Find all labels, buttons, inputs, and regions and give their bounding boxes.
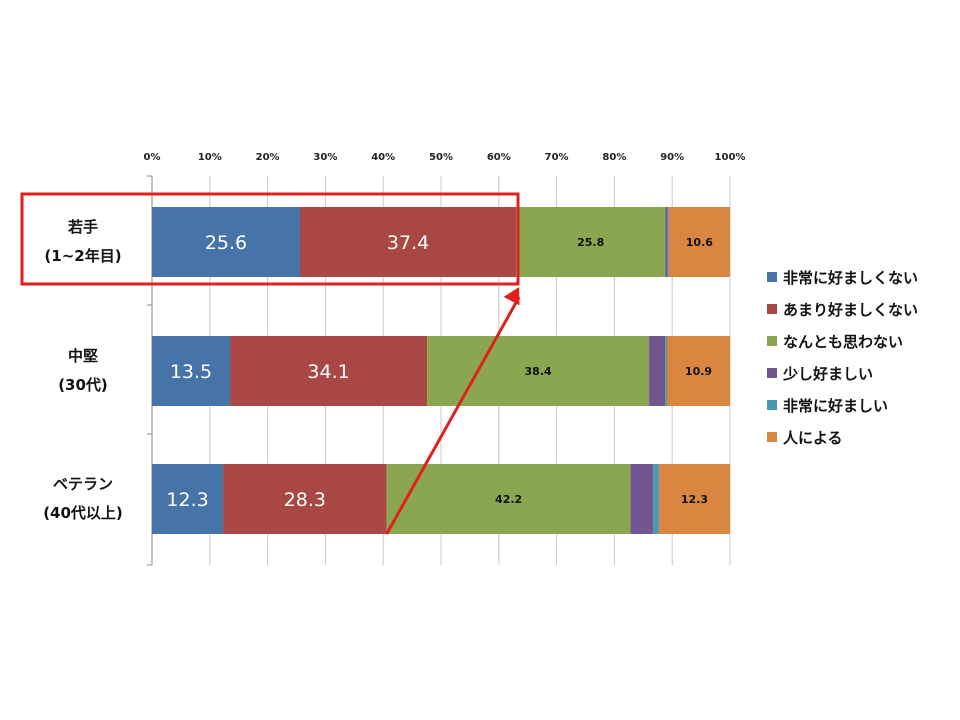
bar-segment <box>658 464 730 534</box>
data-label: 10.9 <box>685 365 712 378</box>
bar-segment <box>665 336 667 406</box>
arrow-line <box>385 296 521 535</box>
bar-segment <box>649 336 666 406</box>
tick-label: 20% <box>256 152 280 163</box>
data-label: 12.3 <box>166 489 208 511</box>
category-label: (1~2年目) <box>44 247 121 265</box>
bar-segment <box>223 464 387 534</box>
tick-label: 40% <box>371 152 395 163</box>
bar-segment <box>516 207 666 277</box>
category-label: (30代) <box>58 376 108 394</box>
category-label: 中堅 <box>68 347 98 365</box>
bars: 25.6 37.4 25.8 10.6 13.5 34.1 38.4 10.9 12.3 28.3… <box>152 207 730 534</box>
tick-label: 0% <box>144 152 161 163</box>
legend-swatch <box>767 336 777 346</box>
tick-label: 60% <box>487 152 511 163</box>
bar-segment <box>152 207 300 277</box>
legend-label: なんとも思わない <box>783 333 903 351</box>
data-label: 13.5 <box>170 361 212 383</box>
legend-label: 少し好ましい <box>782 365 873 383</box>
data-label: 10.6 <box>686 236 713 249</box>
data-label: 37.4 <box>387 232 429 254</box>
x-axis-ticks: 0% 10% 20% 30% 40% 50% 60% 70% 80% 90% 100% <box>144 152 746 163</box>
data-label: 38.4 <box>525 365 552 378</box>
bar-segment <box>665 207 668 277</box>
bar-segment <box>630 464 654 534</box>
bar-segment <box>152 464 224 534</box>
category-label: (40代以上) <box>43 504 123 522</box>
bar-segment <box>653 464 659 534</box>
bar-segment <box>667 207 669 277</box>
bar-segment <box>666 336 730 406</box>
legend-swatch <box>767 272 777 282</box>
category-labels: 若手 (1~2年目) 中堅 (30代) ベテラン (40代以上) <box>43 218 123 522</box>
tick-label: 10% <box>198 152 222 163</box>
arrow-head <box>503 287 520 306</box>
category-label: 若手 <box>67 218 98 236</box>
bar-segment <box>299 207 517 277</box>
data-label: 25.8 <box>577 236 604 249</box>
bar-segment <box>152 336 231 406</box>
legend-label: 人による <box>783 429 843 447</box>
legend-label: あまり好ましくない <box>783 301 918 319</box>
data-label: 25.6 <box>205 232 247 254</box>
tick-label: 70% <box>545 152 569 163</box>
legend-label: 非常に好ましくない <box>783 269 918 287</box>
data-label: 34.1 <box>307 361 349 383</box>
tick-label: 30% <box>313 152 337 163</box>
data-label: 28.3 <box>284 489 326 511</box>
annotations <box>20 192 521 535</box>
data-label: 12.3 <box>681 493 708 506</box>
legend: 非常に好ましくないあまり好ましくないなんとも思わない少し好ましい非常に好ましい人… <box>767 269 918 447</box>
tick-label: 90% <box>660 152 684 163</box>
data-label: 42.2 <box>495 493 522 506</box>
category-label: ベテラン <box>53 475 113 493</box>
legend-swatch <box>767 432 777 442</box>
legend-swatch <box>767 304 777 314</box>
legend-label: 非常に好ましい <box>783 397 888 415</box>
bar-segment <box>668 207 730 277</box>
bar-segment <box>230 336 428 406</box>
tick-label: 50% <box>429 152 453 163</box>
highlight-box <box>20 192 520 286</box>
tick-label: 80% <box>602 152 626 163</box>
tick-label: 100% <box>715 152 746 163</box>
bar-segment <box>386 464 631 534</box>
legend-swatch <box>767 368 777 378</box>
legend-swatch <box>767 400 777 410</box>
